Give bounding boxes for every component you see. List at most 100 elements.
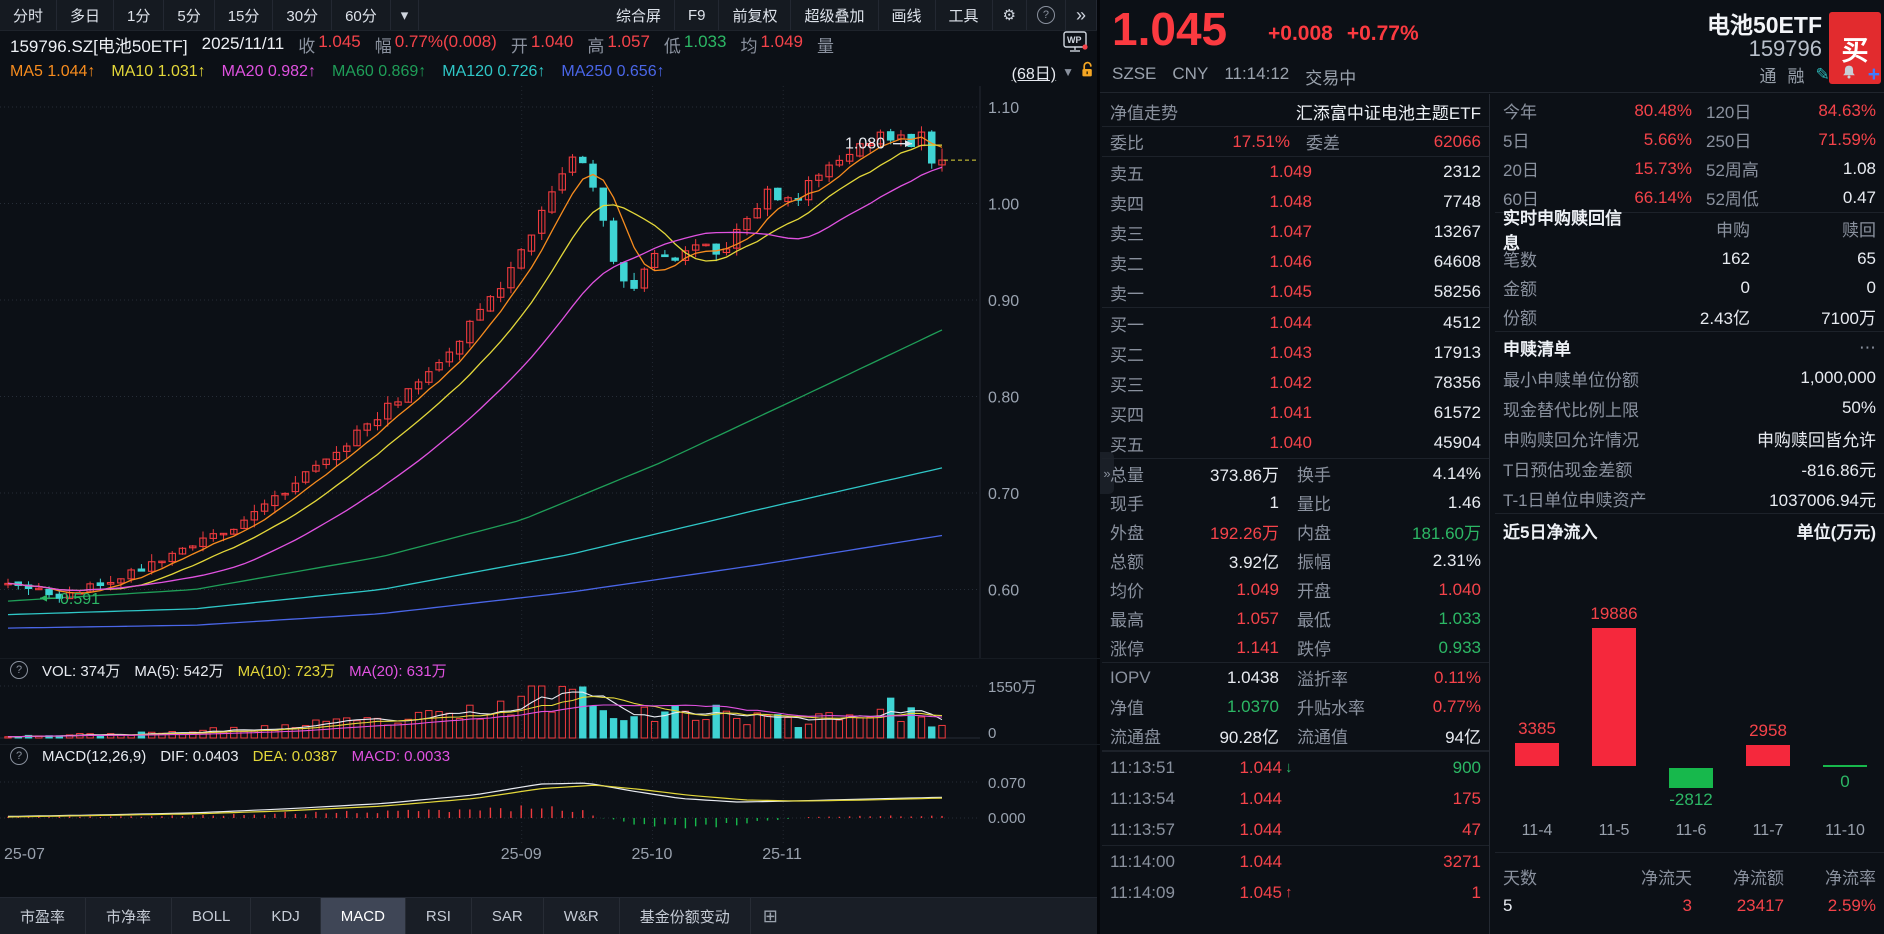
date-axis-tick: 25-11 bbox=[762, 846, 802, 863]
toolbar-item-工具[interactable]: 工具 bbox=[936, 0, 993, 30]
fund-nav-row[interactable]: 净值走势 汇添富中证电池主题ETF bbox=[1102, 96, 1489, 127]
toolbar-item-F9[interactable]: F9 bbox=[675, 0, 720, 30]
indicator-tab-市净率[interactable]: 市净率 bbox=[86, 898, 173, 934]
stat-label: 流通盘 bbox=[1110, 728, 1161, 747]
volume-chart[interactable]: 1550万 0 bbox=[0, 679, 1097, 742]
toolbar-item-超级叠加[interactable]: 超级叠加 bbox=[791, 0, 879, 30]
quote-field-收: 收 1.045 bbox=[298, 32, 361, 57]
ratio-label: 委比 bbox=[1110, 134, 1144, 153]
stat-row: 总量 373.86万 换手 4.14% bbox=[1102, 459, 1489, 488]
performance-row: 20日 15.73% 52周高 1.08 bbox=[1495, 154, 1884, 183]
macd-pane-header: ? MACD(12,26,9) DIF: 0.0403 DEA: 0.0387 MAC… bbox=[0, 744, 1107, 767]
visible-period-label[interactable]: (68日) bbox=[1011, 66, 1057, 83]
price-change-pct: +0.77% bbox=[1346, 22, 1419, 45]
stat-label: 最高 bbox=[1110, 611, 1144, 630]
commission-ratio-row: 委比 17.51% 委差 62066 bbox=[1102, 127, 1489, 157]
bid-row[interactable]: 买二 1.043 17913 bbox=[1102, 338, 1489, 368]
ask-row[interactable]: 卖一 1.045 58256 bbox=[1102, 277, 1489, 307]
stat-row: 总额 3.92亿 振幅 2.31% bbox=[1102, 546, 1489, 575]
view-tab-1分[interactable]: 1分 bbox=[114, 0, 165, 30]
fund-name[interactable]: 汇添富中证电池主题ETF bbox=[1295, 103, 1481, 123]
stat-row: 均价 1.049 开盘 1.040 bbox=[1102, 575, 1489, 604]
book-level-label: 买三 bbox=[1110, 375, 1144, 395]
macd-help-icon[interactable]: ? bbox=[10, 747, 28, 765]
field-value: 1.040 bbox=[530, 31, 574, 51]
diff-label: 委差 bbox=[1306, 134, 1340, 153]
edit-pencil-icon[interactable]: ✎ bbox=[1815, 64, 1830, 84]
bid-row[interactable]: 买四 1.041 61572 bbox=[1102, 398, 1489, 428]
stat-value: 1.0370 bbox=[1227, 696, 1279, 716]
volume-help-icon[interactable]: ? bbox=[10, 661, 28, 679]
tick-price: 1.044 bbox=[1239, 851, 1282, 871]
inflow-bar-value: 19886 bbox=[1590, 604, 1638, 623]
indicator-tab-市盈率[interactable]: 市盈率 bbox=[0, 898, 87, 934]
bid-row[interactable]: 买五 1.040 45904 bbox=[1102, 428, 1489, 458]
toolbar-item-综合屏[interactable]: 综合屏 bbox=[603, 0, 675, 30]
add-to-watchlist-icon[interactable]: + bbox=[1867, 62, 1880, 86]
candlestick-chart[interactable]: 1.10 1.00 0.90 0.80 0.70 0.60 1.080 0.591 bbox=[0, 86, 1097, 658]
ask-row[interactable]: 卖五 1.049 2312 bbox=[1102, 157, 1489, 187]
field-label: 高 bbox=[587, 36, 605, 56]
book-price: 1.046 bbox=[1269, 252, 1312, 271]
stat-label: 外盘 bbox=[1110, 524, 1144, 543]
ask-row[interactable]: 卖二 1.046 64608 bbox=[1102, 247, 1489, 277]
stat-label: 升贴水率 bbox=[1297, 699, 1365, 718]
period-dropdown-icon[interactable]: ▼ bbox=[1062, 65, 1074, 79]
stat-label: 流通值 bbox=[1297, 728, 1348, 747]
performance-row: 今年 80.48% 120日 84.63% bbox=[1495, 96, 1884, 125]
stat-row: 涨停 1.141 跌停 0.933 bbox=[1102, 633, 1489, 663]
toolbar-item-画线[interactable]: 画线 bbox=[879, 0, 936, 30]
indicator-tab-W&R[interactable]: W&R bbox=[544, 898, 620, 934]
indicator-tab-基金份额变动[interactable]: 基金份额变动 bbox=[620, 898, 751, 934]
indicator-grid-icon[interactable]: ⊞ bbox=[762, 906, 778, 926]
more-tools-icon[interactable]: » bbox=[1066, 0, 1097, 30]
indicator-tab-KDJ[interactable]: KDJ bbox=[251, 898, 321, 934]
subs-redeem-value: 65 bbox=[1857, 248, 1876, 268]
bid-row[interactable]: 买三 1.042 78356 bbox=[1102, 368, 1489, 398]
buy-button[interactable]: 买 bbox=[1829, 12, 1881, 84]
view-tab-15分[interactable]: 15分 bbox=[215, 0, 274, 30]
stat-row: IOPV 1.0438 溢折率 0.11% bbox=[1102, 663, 1489, 692]
ask-row[interactable]: 卖三 1.047 13267 bbox=[1102, 217, 1489, 247]
bid-row[interactable]: 买一 1.044 4512 bbox=[1102, 308, 1489, 338]
book-level-label: 卖五 bbox=[1110, 164, 1144, 184]
stat-value: 1.049 bbox=[1236, 579, 1279, 599]
view-tab-30分[interactable]: 30分 bbox=[273, 0, 333, 30]
field-label: 开 bbox=[510, 36, 528, 56]
view-tab-60分[interactable]: 60分 bbox=[332, 0, 391, 30]
ma-values-bar: MA5 1.044↑ MA10 1.031↑ MA20 0.982↑ MA60 0.8… bbox=[0, 58, 1107, 86]
more-ellipsis-icon[interactable]: ⋯ bbox=[1859, 337, 1876, 357]
field-label: 均 bbox=[740, 36, 758, 56]
subs-redeem-value: 7100万 bbox=[1821, 309, 1876, 328]
indicator-tab-MACD[interactable]: MACD bbox=[320, 898, 406, 934]
inflow-bar bbox=[1669, 768, 1713, 788]
settings-gear-icon[interactable]: ⚙ bbox=[993, 0, 1027, 30]
timeframe-dropdown-icon[interactable]: ▾ bbox=[391, 0, 420, 30]
alert-bell-icon[interactable] bbox=[1841, 64, 1857, 85]
unlock-icon[interactable] bbox=[1080, 61, 1095, 83]
indicator-tab-RSI[interactable]: RSI bbox=[406, 898, 472, 934]
macd-chart[interactable]: 0.070 0.000 bbox=[0, 766, 1097, 844]
book-price: 1.045 bbox=[1269, 282, 1312, 301]
view-tab-分时[interactable]: 分时 bbox=[0, 0, 58, 30]
macd-header-item: MACD: 0.0033 bbox=[351, 747, 451, 765]
ma-line-MA120 bbox=[7, 467, 943, 616]
panel-collapse-handle[interactable]: » bbox=[1100, 452, 1114, 494]
indicator-tab-bar: 市盈率 市净率 BOLL KDJ MACD RSI SAR W&R 基金份额变动 ⊞ bbox=[0, 897, 1097, 934]
summary-header: 净流天 bbox=[1641, 868, 1692, 888]
indicator-tab-BOLL[interactable]: BOLL bbox=[172, 898, 252, 934]
ask-row[interactable]: 卖四 1.048 7748 bbox=[1102, 187, 1489, 217]
view-tab-5分[interactable]: 5分 bbox=[164, 0, 215, 30]
stat-label: 跌停 bbox=[1297, 640, 1331, 659]
wp-monitor-icon[interactable]: WP bbox=[1063, 30, 1089, 58]
indicator-tab-SAR[interactable]: SAR bbox=[472, 898, 544, 934]
stat-value: 0.933 bbox=[1438, 637, 1481, 657]
macd-header-item: DIF: 0.0403 bbox=[160, 747, 239, 765]
toolbar-item-前复权[interactable]: 前复权 bbox=[719, 0, 792, 30]
macd-header-item: MACD(12,26,9) bbox=[42, 747, 147, 765]
nav-trend-label[interactable]: 净值走势 bbox=[1110, 103, 1178, 123]
field-label: 收 bbox=[298, 36, 316, 56]
help-icon[interactable]: ? bbox=[1027, 0, 1066, 30]
redemption-value: 申购赎回皆允许 bbox=[1757, 430, 1876, 450]
view-tab-多日[interactable]: 多日 bbox=[57, 0, 115, 30]
